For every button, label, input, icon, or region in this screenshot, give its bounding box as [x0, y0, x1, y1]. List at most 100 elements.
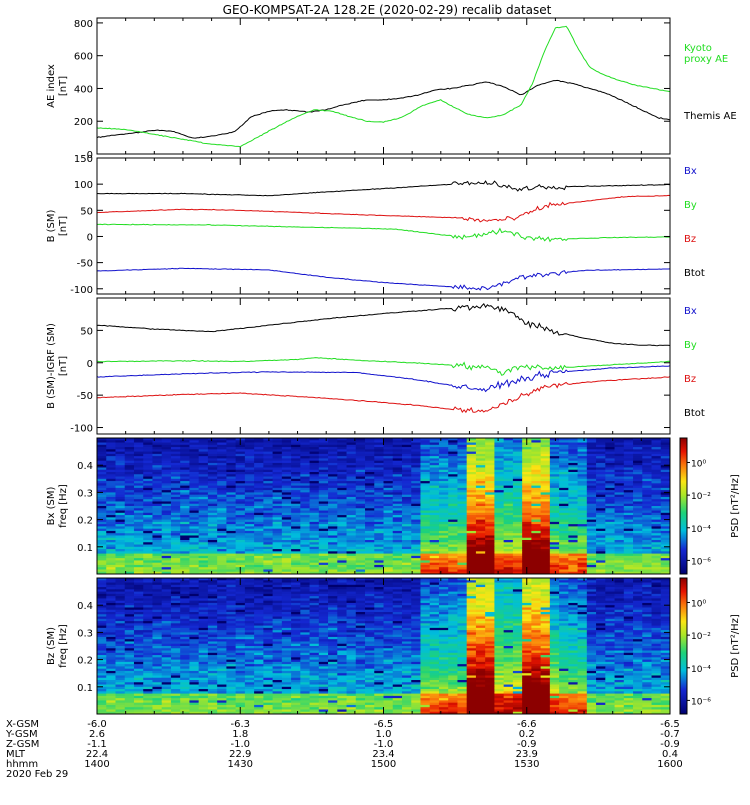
- spectrogram-cell: [393, 443, 403, 446]
- spectrogram-cell: [310, 605, 320, 608]
- spectrogram-cell: [457, 565, 467, 568]
- spectrogram-cell: [337, 540, 347, 543]
- spectrogram-cell: [476, 506, 486, 509]
- spectrogram-cell: [319, 506, 329, 509]
- spectrogram-cell: [661, 504, 671, 507]
- spectrogram-cell: [310, 567, 320, 570]
- spectrogram-cell: [374, 506, 384, 509]
- spectrogram-cell: [568, 605, 578, 608]
- spectrogram-cell: [115, 531, 125, 534]
- spectrogram-cell: [430, 554, 440, 557]
- spectrogram-cell: [319, 517, 329, 520]
- spectrogram-cell: [439, 458, 449, 461]
- spectrogram-cell: [106, 520, 116, 523]
- spectrogram-cell: [134, 596, 144, 599]
- spectrogram-cell: [208, 472, 218, 475]
- spectrogram-cell: [328, 452, 338, 455]
- spectrogram-cell: [476, 472, 486, 475]
- spectrogram-cell: [171, 520, 181, 523]
- spectrogram-cell: [642, 520, 652, 523]
- spectrogram-cell: [365, 605, 375, 608]
- spectrogram-cell: [282, 533, 292, 536]
- spectrogram-cell: [245, 511, 255, 514]
- spectrogram-cell: [522, 598, 532, 601]
- spectrogram-cell: [263, 517, 273, 520]
- spectrogram-cell: [337, 560, 347, 563]
- spectrogram-cell: [633, 445, 643, 448]
- spectrogram-cell: [652, 506, 662, 509]
- spectrogram-cell: [541, 531, 551, 534]
- spectrogram-cell: [254, 560, 264, 563]
- spectrogram-cell: [282, 456, 292, 459]
- spectrogram-cell: [291, 531, 301, 534]
- spectrogram-cell: [531, 612, 541, 615]
- spectrogram-cell: [300, 603, 310, 606]
- spectrogram-cell: [457, 547, 467, 550]
- spectrogram-cell: [328, 513, 338, 516]
- spectrogram-cell: [402, 585, 412, 588]
- spectrogram-cell: [605, 497, 615, 500]
- spectrogram-cell: [162, 511, 172, 514]
- spectrogram-cell: [217, 612, 227, 615]
- spectrogram-cell: [199, 443, 209, 446]
- spectrogram-cell: [402, 554, 412, 557]
- spectrogram-cell: [97, 456, 107, 459]
- spectrogram-cell: [652, 585, 662, 588]
- spectrogram-cell: [411, 449, 421, 452]
- spectrogram-cell: [439, 465, 449, 468]
- spectrogram-cell: [661, 483, 671, 486]
- spectrogram-cell: [245, 520, 255, 523]
- spectrogram-cell: [245, 517, 255, 520]
- spectrogram-cell: [633, 463, 643, 466]
- spectrogram-cell: [513, 612, 523, 615]
- spectrogram-cell: [578, 465, 588, 468]
- spectrogram-cell: [180, 596, 190, 599]
- spectrogram-cell: [587, 547, 597, 550]
- spectrogram-cell: [347, 506, 357, 509]
- spectrogram-cell: [217, 526, 227, 529]
- spectrogram-cell: [652, 567, 662, 570]
- spectrogram-cell: [402, 592, 412, 595]
- spectrogram-cell: [328, 589, 338, 592]
- spectrogram-cell: [384, 449, 394, 452]
- spectrogram-cell: [365, 551, 375, 554]
- spectrogram-cell: [143, 592, 153, 595]
- spectrogram-cell: [106, 585, 116, 588]
- spectrogram-cell: [106, 504, 116, 507]
- spectrogram-cell: [143, 533, 153, 536]
- spectrogram-cell: [587, 472, 597, 475]
- spectrogram-cell: [420, 497, 430, 500]
- spectrogram-cell: [245, 592, 255, 595]
- spectrogram-cell: [550, 612, 560, 615]
- spectrogram-cell: [550, 567, 560, 570]
- y-tick-label: -100: [70, 424, 93, 435]
- spectrogram-cell: [531, 558, 541, 561]
- spectrogram-cell: [162, 558, 172, 561]
- spectrogram-cell: [162, 538, 172, 541]
- spectrogram-cell: [476, 596, 486, 599]
- spectrogram-cell: [420, 567, 430, 570]
- spectrogram-cell: [522, 513, 532, 516]
- spectrogram-cell: [134, 463, 144, 466]
- spectrogram-cell: [152, 511, 162, 514]
- spectrogram-cell: [134, 486, 144, 489]
- spectrogram-cell: [337, 551, 347, 554]
- spectrogram-cell: [430, 497, 440, 500]
- spectrogram-cell: [467, 458, 477, 461]
- spectrogram-cell: [550, 558, 560, 561]
- spectrogram-cell: [245, 565, 255, 568]
- spectrogram-cell: [143, 443, 153, 446]
- spectrogram-cell: [245, 551, 255, 554]
- spectrogram-cell: [494, 511, 504, 514]
- spectrogram-cell: [115, 585, 125, 588]
- spectrogram-cell: [115, 547, 125, 550]
- spectrogram-cell: [152, 504, 162, 507]
- spectrogram-cell: [310, 443, 320, 446]
- spectrogram-cell: [568, 483, 578, 486]
- spectrogram-cell: [448, 517, 458, 520]
- spectrogram-cell: [476, 605, 486, 608]
- spectrogram-cell: [337, 479, 347, 482]
- spectrogram-cell: [217, 589, 227, 592]
- spectrogram-cell: [541, 526, 551, 529]
- spectrogram-cell: [504, 504, 514, 507]
